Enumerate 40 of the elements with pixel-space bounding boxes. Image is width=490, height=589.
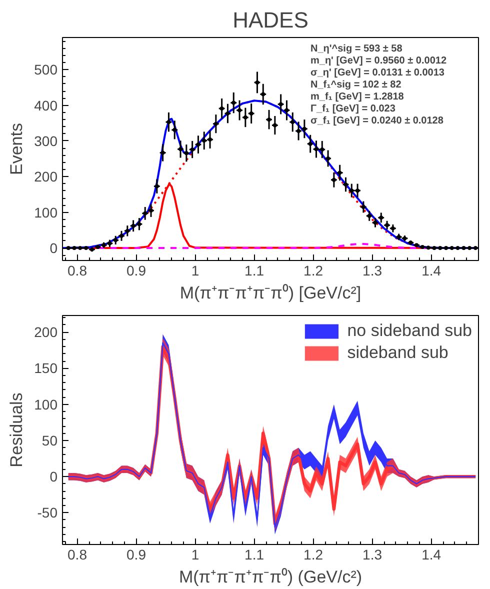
y-tick-label: 100 — [34, 204, 58, 220]
y-axis-title: Residuals — [7, 392, 26, 468]
chart-title: HADES — [232, 8, 308, 32]
annotation: σ_f₁ [GeV] = 0.0240 ± 0.0128 — [310, 116, 444, 126]
x-tick-label: 1.4 — [422, 262, 442, 278]
annotation: m_f₁ [GeV] = 1.2818 — [310, 92, 404, 102]
x-tick-label: 1.1 — [244, 262, 264, 278]
x-tick-label: 1 — [191, 262, 200, 278]
y-tick-label: 300 — [34, 132, 58, 149]
x-tick-label: 1.1 — [244, 546, 264, 562]
x-tick-label: 0.8 — [68, 546, 88, 562]
x-tick-label: 0.8 — [68, 262, 88, 278]
annotation: σ_η' [GeV] = 0.0131 ± 0.0013 — [310, 68, 445, 78]
y-tick-label: 0 — [50, 240, 58, 256]
x-tick-label: 1 — [191, 546, 200, 562]
y-tick-label: 200 — [34, 324, 58, 340]
annotation: m_η' [GeV] = 0.9560 ± 0.0012 — [310, 56, 447, 66]
annotation: N_η'^sig = 593 ± 58 — [310, 44, 403, 54]
x-axis-title: M(π⁺π⁻π⁺π⁻π⁰) (GeV/c²) — [178, 568, 362, 586]
y-tick-label: 200 — [34, 168, 58, 185]
x-tick-label: 0.9 — [126, 546, 146, 562]
legend-label: sideband sub — [347, 343, 448, 363]
y-tick-label: 500 — [34, 62, 58, 78]
x-tick-label: 0.9 — [126, 262, 146, 278]
y-tick-label: 150 — [34, 360, 58, 376]
x-tick-label: 1.2 — [304, 546, 324, 562]
y-tick-label: 400 — [34, 97, 58, 114]
annotation: Γ_f₁ [GeV] = 0.023 — [310, 104, 396, 114]
y-tick-label: 50 — [42, 432, 58, 448]
x-tick-label: 1.3 — [362, 262, 382, 278]
annotation: N_f₁^sig = 102 ± 82 — [310, 80, 402, 90]
x-tick-label: 1.4 — [422, 546, 442, 562]
y-axis-title: Events — [7, 123, 26, 175]
y-tick-label: 100 — [34, 396, 58, 412]
y-tick-label: 0 — [50, 468, 58, 485]
y-tick-label: -50 — [37, 504, 58, 521]
x-tick-label: 1.3 — [362, 546, 382, 562]
x-axis-title: M(π⁺π⁻π⁺π⁻π⁰) [GeV/c²] — [180, 284, 362, 302]
legend-label: no sideband sub — [347, 321, 472, 341]
x-tick-label: 1.2 — [304, 262, 324, 278]
